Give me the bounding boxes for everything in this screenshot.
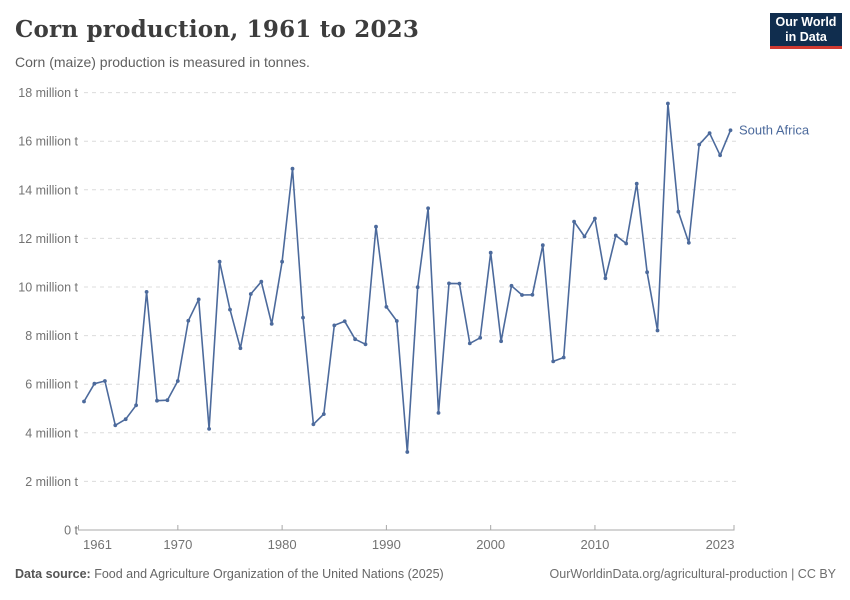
data-point[interactable] [426, 206, 430, 211]
x-tick-label: 2010 [580, 537, 609, 552]
data-point[interactable] [155, 398, 159, 403]
data-point[interactable] [572, 219, 576, 224]
data-point[interactable] [82, 399, 86, 404]
footer-source: Data source: Food and Agriculture Organi… [15, 567, 444, 581]
data-point[interactable] [259, 279, 264, 284]
data-point[interactable] [301, 315, 305, 320]
data-point[interactable] [718, 153, 722, 158]
data-point[interactable] [123, 417, 128, 422]
y-tick-label: 10 million t [18, 281, 78, 295]
x-tick-label: 1980 [268, 537, 297, 552]
data-point[interactable] [582, 234, 587, 239]
owid-logo-line1: Our World [775, 14, 837, 29]
series-label-south-africa[interactable]: South Africa [739, 122, 810, 137]
owid-logo[interactable]: Our World in Data [770, 13, 842, 49]
data-point[interactable] [697, 142, 702, 147]
data-point[interactable] [530, 292, 535, 297]
chart-subtitle: Corn (maize) production is measured in t… [15, 54, 310, 70]
data-point[interactable] [290, 166, 295, 171]
data-point[interactable] [311, 422, 316, 427]
data-point[interactable] [520, 293, 524, 297]
data-point[interactable] [238, 346, 243, 351]
data-point[interactable] [447, 281, 451, 286]
data-point[interactable] [613, 233, 618, 238]
y-tick-label: 4 million t [25, 426, 78, 440]
x-tick-label: 1990 [372, 537, 401, 552]
y-tick-label: 8 million t [25, 329, 78, 343]
data-point[interactable] [488, 250, 493, 255]
data-point[interactable] [332, 323, 337, 328]
data-point[interactable] [405, 450, 410, 454]
data-point[interactable] [353, 337, 357, 342]
data-point[interactable] [509, 283, 514, 288]
data-point[interactable] [645, 270, 649, 275]
y-tick-label: 6 million t [25, 378, 78, 392]
x-tick-label: 2023 [706, 537, 735, 552]
data-point[interactable] [603, 276, 608, 281]
data-point[interactable] [363, 342, 368, 347]
data-point[interactable] [207, 427, 212, 431]
footer-link[interactable]: OurWorldinData.org/agricultural-producti… [549, 567, 836, 581]
y-tick-label: 14 million t [18, 183, 78, 197]
data-point[interactable] [175, 379, 180, 383]
y-tick-label: 0 t [64, 524, 78, 538]
footer-source-label: Data source: [15, 567, 91, 581]
data-point[interactable] [134, 403, 139, 408]
y-tick-label: 16 million t [18, 135, 78, 149]
x-tick-label: 1970 [163, 537, 192, 552]
data-point[interactable] [165, 398, 170, 403]
x-tick-label: 2000 [476, 537, 505, 552]
data-point[interactable] [499, 339, 503, 344]
data-point[interactable] [540, 243, 545, 248]
data-point[interactable] [457, 281, 462, 286]
data-point[interactable] [551, 359, 556, 364]
data-point[interactable] [394, 319, 399, 323]
data-point[interactable] [103, 379, 107, 383]
data-point[interactable] [228, 307, 232, 312]
data-point[interactable] [384, 305, 389, 309]
data-point[interactable] [269, 322, 274, 326]
owid-logo-line2: in Data [785, 29, 827, 44]
data-point[interactable] [113, 423, 118, 428]
data-point[interactable] [374, 224, 378, 229]
data-point[interactable] [666, 101, 670, 106]
data-point[interactable] [415, 285, 420, 290]
data-point[interactable] [624, 241, 629, 246]
data-point[interactable] [196, 297, 201, 302]
data-point[interactable] [144, 290, 149, 294]
data-point[interactable] [321, 412, 326, 416]
data-point[interactable] [467, 341, 472, 346]
production-line[interactable] [83, 102, 732, 453]
footer-source-text: Food and Agriculture Organization of the… [90, 567, 444, 581]
data-point[interactable] [707, 131, 712, 136]
data-point[interactable] [676, 209, 681, 214]
data-point[interactable] [280, 259, 284, 264]
data-point[interactable] [436, 411, 441, 415]
data-point[interactable] [478, 335, 483, 340]
data-point[interactable] [728, 128, 733, 133]
page-title: Corn production, 1961 to 2023 [15, 16, 420, 43]
y-tick-label: 18 million t [18, 86, 78, 100]
data-point[interactable] [593, 216, 597, 221]
data-point[interactable] [561, 355, 566, 360]
data-point[interactable] [248, 292, 253, 296]
data-point[interactable] [186, 318, 191, 323]
data-point[interactable] [342, 319, 347, 324]
data-point[interactable] [686, 240, 691, 245]
data-point[interactable] [217, 259, 222, 264]
data-point[interactable] [655, 328, 660, 333]
y-tick-label: 2 million t [25, 475, 78, 489]
y-tick-label: 12 million t [18, 232, 78, 246]
data-point[interactable] [634, 181, 639, 186]
data-point[interactable] [92, 381, 97, 386]
x-tick-label: 1961 [83, 537, 112, 552]
